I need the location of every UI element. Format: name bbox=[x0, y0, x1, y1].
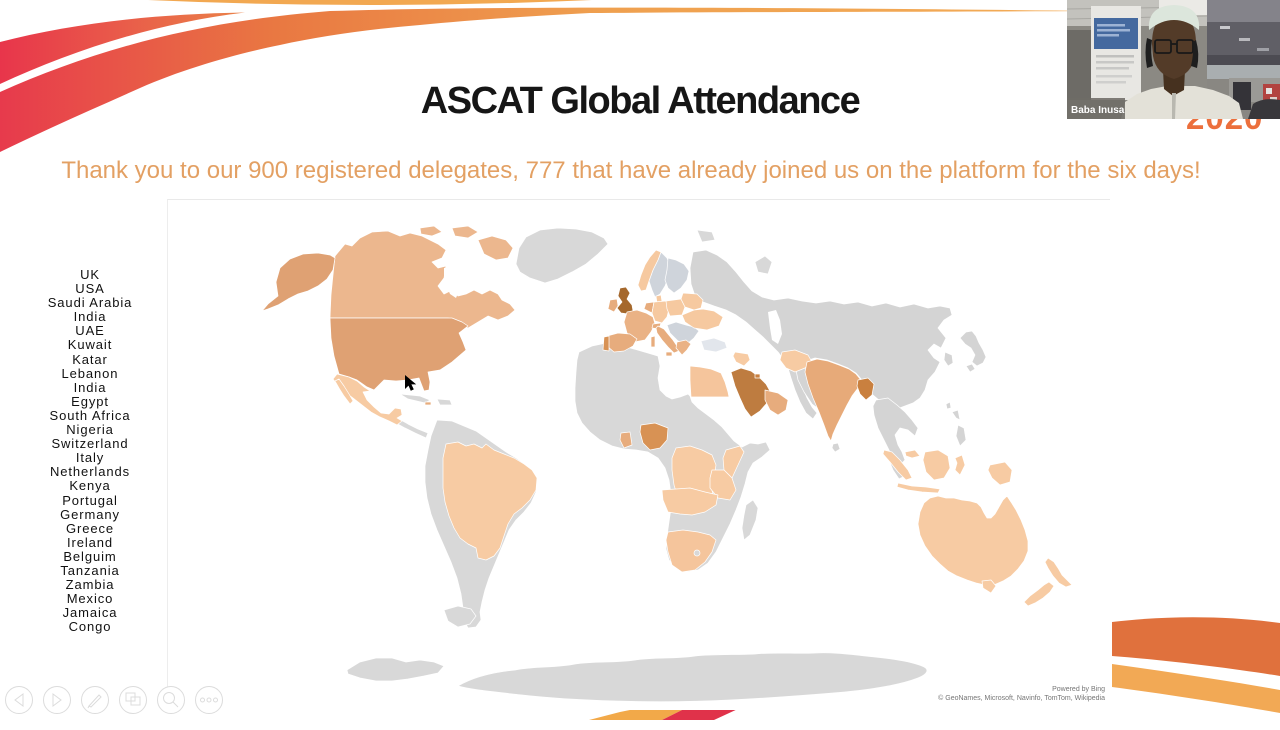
svg-text:Baba Inusa: Baba Inusa bbox=[1071, 105, 1125, 116]
